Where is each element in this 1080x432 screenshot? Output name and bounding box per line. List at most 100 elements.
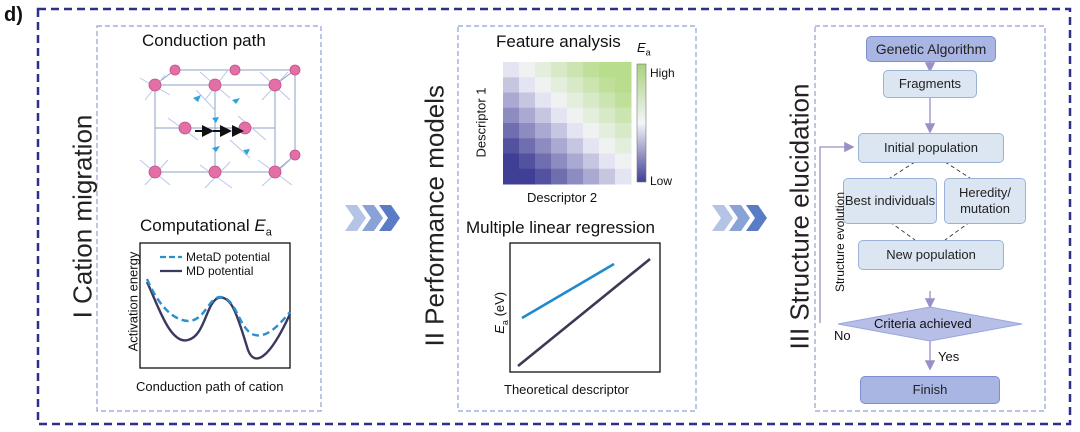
regression-plot	[509, 242, 661, 373]
heatmap-cell	[599, 77, 616, 93]
stage1-box	[96, 25, 322, 412]
energy-xlabel: Conduction path of cation	[136, 379, 284, 394]
heatmap-cell	[599, 92, 616, 109]
heatmap-cell	[551, 92, 568, 109]
heatmap-cell	[551, 123, 568, 139]
heatmap-cell	[519, 92, 536, 109]
ea-subscript: a	[265, 226, 272, 239]
heatmap-cell	[615, 168, 632, 185]
heatmap-cell	[567, 138, 584, 154]
regression-ylabel-symbol: E	[492, 325, 508, 334]
heatmap-cell	[503, 92, 520, 109]
heatmap-cell	[503, 168, 520, 185]
heatmap-cell	[599, 138, 616, 154]
crystal-structure-illustration	[139, 64, 301, 189]
structure-evolution-label: Structure evolution	[833, 191, 847, 293]
energy-ylabel: Activation energy	[125, 251, 141, 352]
heatmap-cell	[551, 153, 568, 170]
heatmap-cell	[583, 168, 600, 185]
heatmap-cell	[615, 123, 632, 139]
heatmap-cell	[599, 168, 616, 185]
panel-label: d)	[4, 4, 23, 26]
regression-ylabel-unit: (eV)	[492, 291, 508, 321]
heatmap-cell	[535, 77, 552, 93]
heatmap-cell	[535, 153, 552, 170]
heatmap-cell	[615, 92, 632, 109]
colorbar-subscript: a	[645, 47, 651, 58]
heatmap-ylabel: Descriptor 1	[473, 87, 489, 158]
criteria-label: Criteria achieved	[874, 316, 972, 331]
heatmap-cell	[503, 107, 520, 124]
legend-metad-label: MetaD potential	[186, 250, 271, 264]
heatmap-cell	[503, 138, 520, 154]
heatmap-cell	[551, 77, 568, 93]
heatmap-cell	[567, 77, 584, 93]
feature-analysis-title: Feature analysis	[496, 32, 621, 51]
heatmap-cell	[519, 77, 536, 93]
heatmap-cell	[551, 107, 568, 124]
heatmap-cell	[535, 138, 552, 154]
heatmap-cell	[615, 107, 632, 124]
heatmap-cell	[583, 77, 600, 93]
heatmap-cell	[599, 62, 616, 78]
legend-md-label: MD potential	[186, 264, 254, 278]
yes-label: Yes	[938, 349, 960, 364]
regression-xlabel: Theoretical descriptor	[504, 382, 629, 397]
heatmap-cell	[535, 62, 552, 78]
criteria-diamond	[837, 306, 1023, 342]
colorbar-high: High	[650, 66, 675, 80]
md-potential-curve	[145, 281, 292, 360]
heatmap-cell	[567, 153, 584, 170]
heatmap-cell	[567, 107, 584, 124]
heatmap-cell	[615, 62, 632, 78]
heatmap-cell	[519, 168, 536, 185]
no-label: No	[834, 328, 851, 343]
heatmap-cell	[551, 168, 568, 185]
heatmap-cell	[503, 153, 520, 170]
heatmap-cell	[535, 107, 552, 124]
heatmap-cell	[583, 62, 600, 78]
heatmap-cell	[535, 168, 552, 185]
flowchart-diamond-lines	[889, 161, 971, 241]
outer-border	[36, 7, 1072, 426]
heatmap-cell	[519, 138, 536, 154]
regression-title: Multiple linear regression	[466, 218, 655, 237]
regression-ylabel: Ea (eV)	[492, 263, 510, 363]
heatmap-cell	[503, 77, 520, 93]
colorbar-symbol: E	[637, 40, 646, 55]
heatmap-cell	[519, 107, 536, 124]
colorbar	[636, 63, 647, 183]
flowchart-connectors	[819, 60, 936, 371]
heatmap-cell	[583, 123, 600, 139]
finish-box: Finish	[860, 376, 1000, 404]
heatmap-cell	[567, 123, 584, 139]
computational-label: Computational	[140, 216, 250, 235]
heatmap-xlabel: Descriptor 2	[527, 190, 598, 205]
colorbar-title: Ea	[637, 40, 651, 58]
heatmap-cell	[615, 153, 632, 170]
heatmap-cell	[519, 62, 536, 78]
heatmap-cell	[599, 153, 616, 170]
computational-ea-title: Computational Ea	[140, 216, 272, 238]
new-population-box: New population	[858, 240, 1004, 270]
regression-ylabel-subscript: a	[499, 320, 510, 326]
heatmap-cell	[583, 107, 600, 124]
heatmap-cell	[583, 153, 600, 170]
heatmap-cell	[615, 138, 632, 154]
heatmap-cell	[535, 92, 552, 109]
heatmap-cell	[599, 107, 616, 124]
energy-plot	[139, 242, 292, 369]
chevrons-1	[345, 205, 400, 231]
heatmap-cell	[551, 62, 568, 78]
chevrons-2	[712, 205, 767, 231]
stage3-vertical-title: III Structure elucidation	[784, 83, 815, 350]
regression-line-blue	[521, 262, 615, 320]
heredity-mutation-box: Heredity/ mutation	[944, 178, 1026, 224]
stage3-box	[814, 25, 1046, 412]
colorbar-low: Low	[650, 174, 673, 188]
regression-line-dark	[517, 257, 651, 368]
stage1-vertical-title: I Cation migration	[67, 114, 98, 319]
heatmap-cell	[567, 168, 584, 185]
